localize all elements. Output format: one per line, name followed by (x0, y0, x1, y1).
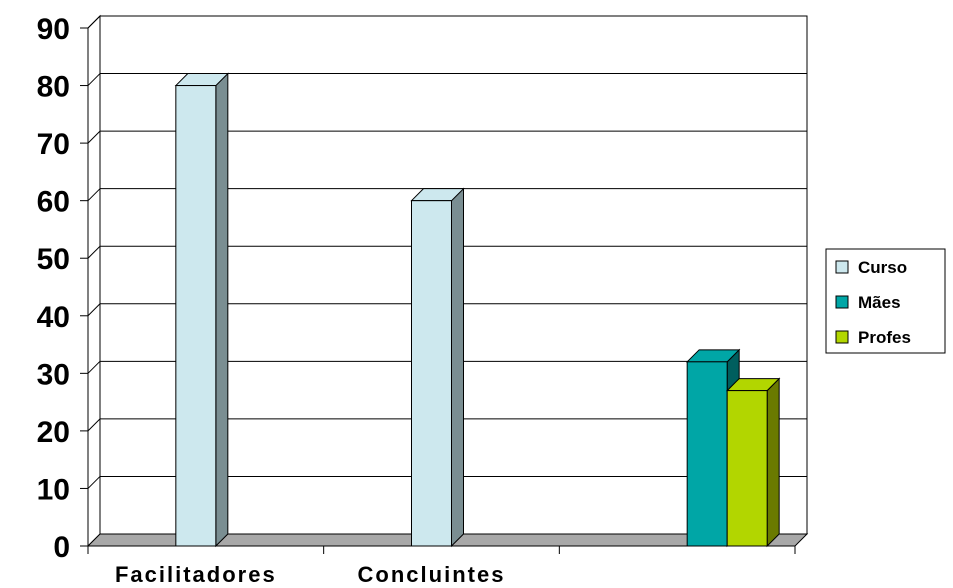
gridline-side (87, 188, 101, 202)
gridline-side (87, 303, 101, 317)
legend-label: Profes (858, 328, 911, 347)
y-axis-ticks: 0 10 20 30 40 50 60 70 80 90 (37, 13, 89, 564)
bar-side (215, 72, 229, 548)
gridline-side (87, 360, 101, 374)
gridline-side (87, 73, 101, 86)
legend-swatch (835, 330, 849, 344)
legend-swatch (835, 260, 849, 274)
y-tick-label: 60 (37, 186, 70, 219)
bar-side (451, 187, 464, 548)
x-category-label: Concluintes (358, 562, 506, 587)
x-category-label: Facilitadores (115, 562, 277, 587)
y-tick-label: 30 (37, 358, 70, 391)
x-axis-categories: Facilitadores Concluintes (115, 562, 506, 587)
y-tick-label: 0 (53, 531, 70, 564)
bar-front (175, 85, 217, 547)
bar (174, 72, 230, 548)
bar-side (766, 377, 780, 548)
bar-front (411, 200, 452, 547)
gridline-side (87, 476, 101, 489)
legend-label: Curso (858, 258, 907, 277)
bar (725, 377, 781, 548)
legend-label: Mães (858, 293, 901, 312)
bar-front (726, 390, 768, 547)
y-tick-label: 80 (37, 71, 70, 104)
gridline-side (87, 418, 101, 432)
legend: Curso Mães Profes (825, 248, 946, 354)
y-tick-label: 90 (37, 13, 70, 46)
bar (410, 187, 465, 548)
y-tick-label: 70 (37, 128, 70, 161)
side-wall (87, 14, 101, 548)
legend-swatch (835, 295, 849, 309)
gridline-side (87, 130, 101, 144)
y-tick-label: 50 (37, 243, 70, 276)
bar-front (686, 361, 728, 547)
y-tick-label: 20 (37, 416, 70, 449)
gridline-side (87, 15, 101, 29)
bars (174, 72, 781, 548)
y-tick-label: 10 (37, 473, 70, 506)
gridline-side (87, 245, 101, 259)
y-tick-label: 40 (37, 301, 70, 334)
